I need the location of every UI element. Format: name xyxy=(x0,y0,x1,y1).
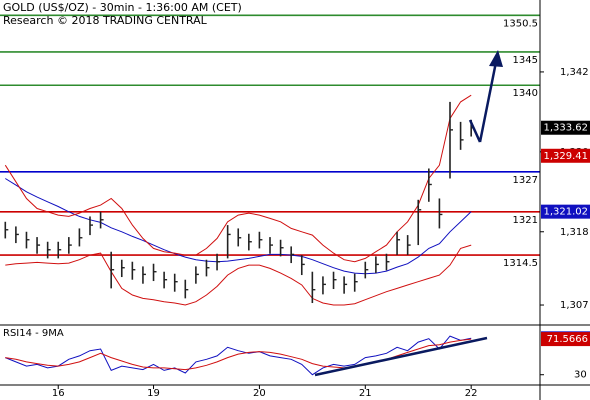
overlay-line xyxy=(5,244,472,306)
value-tag-label: 1,329.41 xyxy=(543,151,588,162)
level-label: 1314.5 xyxy=(503,258,538,269)
overlay-line xyxy=(4,94,472,263)
y-tick-label: 1,342 xyxy=(560,67,589,78)
level-label: 1350.5 xyxy=(503,18,538,29)
x-tick-label: 22 xyxy=(465,388,478,399)
chart-title: GOLD (US$/OZ) - 30min - 1:36:00 AM (CET) xyxy=(3,1,242,14)
value-tag xyxy=(541,204,590,219)
chart-subtitle: Research © 2018 TRADING CENTRAL xyxy=(3,14,208,27)
value-tag xyxy=(541,120,590,135)
rsi-line xyxy=(5,335,472,376)
x-tick-label: 21 xyxy=(359,388,372,399)
value-tag-label: 71.5666 xyxy=(547,334,588,345)
level-label: 1327 xyxy=(513,175,538,186)
forecast-arrow xyxy=(478,61,498,143)
x-tick-label: 19 xyxy=(147,388,160,399)
value-tag xyxy=(541,332,590,347)
forecast-arrow xyxy=(468,119,482,143)
y-tick-label: 1,307 xyxy=(560,300,589,311)
level-label: 1321 xyxy=(513,215,538,226)
x-tick-label: 20 xyxy=(253,388,266,399)
rsi-title: RSI14 - 9MA xyxy=(3,328,64,339)
arrow-head xyxy=(489,50,503,67)
value-tag-label: 1,321.02 xyxy=(543,207,588,218)
value-tag xyxy=(541,148,590,163)
level-label: 1345 xyxy=(513,55,538,66)
y-tick-label: 1,318 xyxy=(560,227,589,238)
y-tick-label: 30 xyxy=(574,370,587,381)
level-label: 1340 xyxy=(513,88,538,99)
value-tag-label: 1,333.62 xyxy=(543,123,588,134)
rsi-trendline xyxy=(314,336,488,377)
overlay-line xyxy=(5,178,472,275)
x-tick-label: 16 xyxy=(52,388,65,399)
